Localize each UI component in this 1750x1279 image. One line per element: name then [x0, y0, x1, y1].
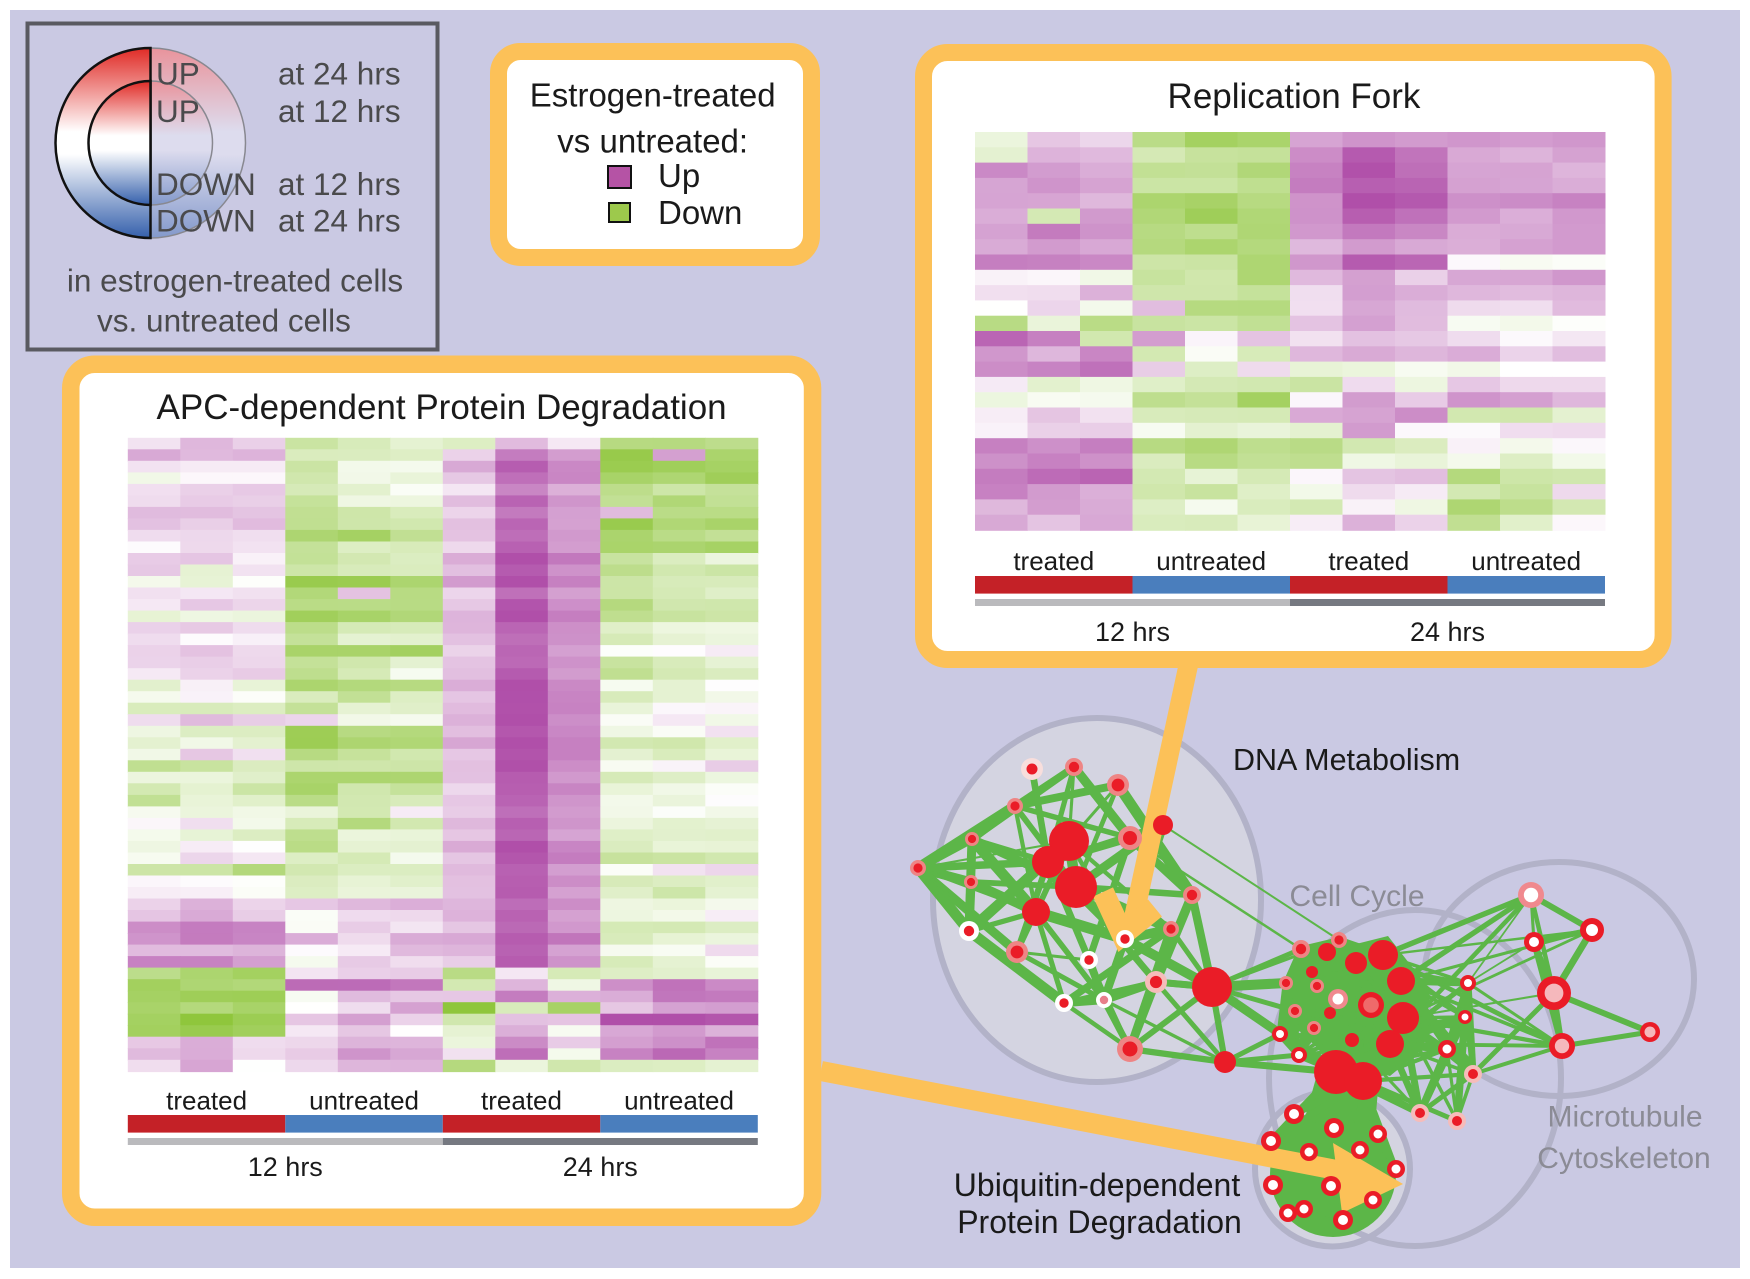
- svg-text:Replication Fork: Replication Fork: [1168, 77, 1421, 116]
- svg-text:untreated: untreated: [624, 1086, 734, 1116]
- svg-text:at 12 hrs: at 12 hrs: [278, 93, 401, 129]
- svg-text:DNA Metabolism: DNA Metabolism: [1233, 743, 1460, 777]
- svg-text:treated: treated: [1013, 546, 1094, 576]
- svg-text:24 hrs: 24 hrs: [563, 1152, 638, 1182]
- svg-text:vs. untreated cells: vs. untreated cells: [97, 303, 351, 339]
- svg-text:untreated: untreated: [1471, 546, 1581, 576]
- svg-text:DOWN: DOWN: [156, 166, 256, 202]
- svg-text:treated: treated: [166, 1086, 247, 1116]
- svg-text:in estrogen-treated cells: in estrogen-treated cells: [67, 263, 403, 299]
- svg-text:12 hrs: 12 hrs: [1095, 617, 1170, 647]
- svg-text:untreated: untreated: [1156, 546, 1266, 576]
- svg-text:UP: UP: [156, 56, 200, 92]
- svg-text:treated: treated: [1328, 546, 1409, 576]
- svg-text:Protein Degradation: Protein Degradation: [957, 1204, 1242, 1240]
- svg-text:vs untreated:: vs untreated:: [557, 123, 748, 160]
- svg-text:12 hrs: 12 hrs: [248, 1152, 323, 1182]
- svg-text:at 24 hrs: at 24 hrs: [278, 56, 401, 92]
- svg-text:untreated: untreated: [309, 1086, 419, 1116]
- svg-text:DOWN: DOWN: [156, 203, 256, 239]
- svg-text:at 24 hrs: at 24 hrs: [278, 203, 401, 239]
- svg-text:Down: Down: [658, 194, 742, 231]
- svg-text:24 hrs: 24 hrs: [1410, 617, 1485, 647]
- svg-text:at 12 hrs: at 12 hrs: [278, 166, 401, 202]
- svg-text:Up: Up: [658, 157, 700, 194]
- svg-text:Estrogen-treated: Estrogen-treated: [530, 77, 776, 114]
- svg-text:Cell Cycle: Cell Cycle: [1290, 880, 1425, 913]
- svg-text:UP: UP: [156, 93, 200, 129]
- svg-text:Microtubule: Microtubule: [1547, 1101, 1702, 1134]
- svg-text:Ubiquitin-dependent: Ubiquitin-dependent: [954, 1167, 1241, 1203]
- svg-text:treated: treated: [481, 1086, 562, 1116]
- svg-text:Cytoskeleton: Cytoskeleton: [1537, 1142, 1710, 1175]
- svg-text:APC-dependent Protein Degradat: APC-dependent Protein Degradation: [157, 388, 727, 427]
